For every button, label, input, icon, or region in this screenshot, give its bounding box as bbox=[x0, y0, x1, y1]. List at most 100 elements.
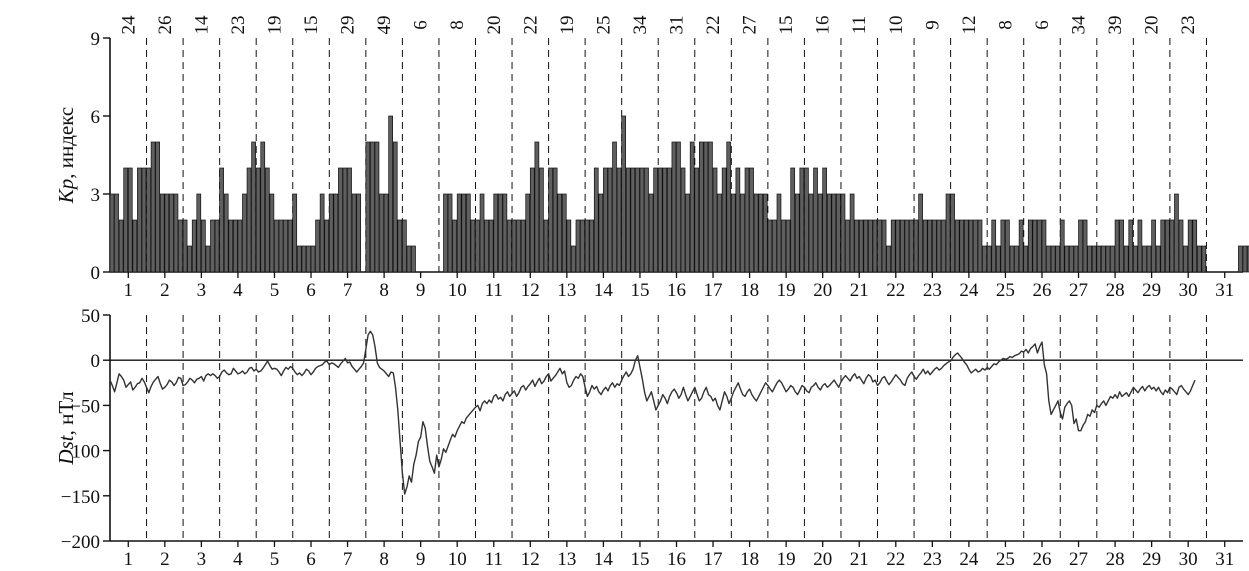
kp-bar bbox=[388, 115, 394, 273]
kp-bar bbox=[767, 219, 773, 273]
kp-bar bbox=[630, 167, 636, 273]
kp-bar bbox=[639, 167, 645, 273]
kp-x-tick-label: 10 bbox=[448, 280, 467, 301]
kp-bar bbox=[155, 141, 161, 273]
kp-bar bbox=[274, 219, 279, 273]
kp-x-tick-label: 16 bbox=[667, 280, 686, 301]
kp-bar bbox=[762, 193, 768, 273]
kp-bar bbox=[465, 193, 471, 273]
kp-daily-value: 22 bbox=[703, 16, 724, 35]
kp-bar bbox=[808, 193, 814, 273]
kp-bar bbox=[580, 219, 585, 273]
kp-bar bbox=[1005, 219, 1010, 273]
kp-bar bbox=[1032, 219, 1038, 273]
kp-bar bbox=[1242, 245, 1248, 273]
dst-y-ticks: 50 0 −50 −100 −150 −200 bbox=[61, 306, 110, 553]
kp-bar bbox=[936, 219, 942, 273]
kp-bar bbox=[689, 141, 695, 273]
dst-series-line bbox=[109, 330, 1196, 495]
dst-x-tick-label: 6 bbox=[306, 549, 316, 570]
dst-y-tick-label: −100 bbox=[61, 442, 100, 463]
kp-bar bbox=[525, 193, 531, 273]
kp-x-tick-label: 25 bbox=[996, 280, 1015, 301]
kp-bar bbox=[1123, 245, 1129, 273]
kp-daily-value: 29 bbox=[338, 16, 359, 35]
kp-bar bbox=[621, 115, 626, 273]
kp-bar bbox=[698, 141, 704, 273]
kp-x-tick-label: 31 bbox=[1215, 280, 1234, 301]
kp-daily-value: 23 bbox=[1178, 16, 1199, 35]
kp-bar bbox=[210, 219, 215, 273]
kp-x-tick-label: 9 bbox=[416, 280, 426, 301]
kp-bar bbox=[804, 167, 809, 273]
kp-bar bbox=[520, 219, 526, 273]
kp-bar bbox=[182, 219, 188, 273]
kp-x-tick-label: 27 bbox=[1069, 280, 1088, 301]
kp-bar bbox=[1009, 245, 1015, 273]
kp-bar bbox=[635, 167, 640, 273]
kp-daily-value: 14 bbox=[191, 15, 212, 35]
dst-x-tick-label: 4 bbox=[233, 549, 243, 570]
kp-bar bbox=[342, 167, 348, 273]
kp-bar bbox=[566, 219, 572, 273]
kp-bar bbox=[758, 193, 764, 273]
kp-bar bbox=[790, 167, 796, 273]
kp-bar bbox=[475, 219, 480, 273]
kp-bar bbox=[1055, 245, 1061, 273]
kp-x-tick-label: 19 bbox=[777, 280, 796, 301]
kp-bar bbox=[529, 167, 535, 273]
kp-daily-value: 15 bbox=[776, 16, 797, 35]
kp-bar bbox=[178, 219, 183, 273]
kp-bar bbox=[973, 219, 978, 273]
kp-bar bbox=[516, 219, 521, 273]
kp-x-tick-label: 29 bbox=[1142, 280, 1161, 301]
kp-bar bbox=[219, 167, 224, 273]
dst-x-tick-label: 1 bbox=[124, 549, 134, 570]
kp-x-tick-label: 7 bbox=[343, 280, 353, 301]
kp-x-tick-label: 17 bbox=[704, 280, 723, 301]
dst-x-tick-label: 29 bbox=[1142, 549, 1161, 570]
dst-x-tick-label: 31 bbox=[1215, 549, 1234, 570]
kp-bar bbox=[589, 219, 595, 273]
kp-bar bbox=[1018, 219, 1024, 273]
kp-bar bbox=[831, 193, 837, 273]
dst-x-tick-label: 2 bbox=[160, 549, 170, 570]
kp-x-tick-label: 28 bbox=[1106, 280, 1125, 301]
kp-daily-value: 26 bbox=[155, 16, 176, 35]
kp-bar bbox=[397, 219, 403, 273]
dst-x-tick-label: 30 bbox=[1179, 549, 1198, 570]
kp-bar bbox=[913, 219, 919, 273]
kp-bar bbox=[1146, 245, 1152, 273]
kp-bar bbox=[781, 219, 786, 273]
kp-bar bbox=[1155, 245, 1161, 273]
kp-bar bbox=[214, 219, 220, 273]
kp-bar bbox=[667, 167, 672, 273]
kp-bar bbox=[255, 167, 261, 273]
kp-bar bbox=[648, 193, 654, 273]
kp-bar bbox=[744, 167, 750, 273]
kp-bar bbox=[922, 219, 928, 273]
dst-y-tick-label: 0 bbox=[91, 351, 101, 372]
kp-bar bbox=[223, 193, 229, 273]
kp-bar bbox=[237, 219, 243, 273]
kp-bar bbox=[694, 167, 700, 273]
kp-x-tick-label: 3 bbox=[197, 280, 207, 301]
dst-x-tick-label: 24 bbox=[959, 549, 979, 570]
kp-bar bbox=[900, 219, 905, 273]
kp-y-tick-label: 0 bbox=[91, 263, 101, 284]
kp-bar bbox=[593, 167, 599, 273]
kp-bar bbox=[205, 245, 211, 273]
kp-bar bbox=[351, 193, 357, 273]
dst-y-tick-label: −200 bbox=[61, 532, 100, 553]
kp-bar bbox=[799, 167, 805, 273]
dst-y-tick-label: −50 bbox=[70, 396, 100, 417]
dst-x-tick-label: 28 bbox=[1106, 549, 1125, 570]
kp-daily-value: 19 bbox=[264, 16, 285, 35]
kp-bar bbox=[173, 193, 179, 273]
kp-bar bbox=[1101, 245, 1106, 273]
kp-bar bbox=[123, 167, 129, 273]
kp-bar bbox=[909, 219, 914, 273]
kp-bar bbox=[881, 219, 887, 273]
kp-bar bbox=[644, 167, 649, 273]
